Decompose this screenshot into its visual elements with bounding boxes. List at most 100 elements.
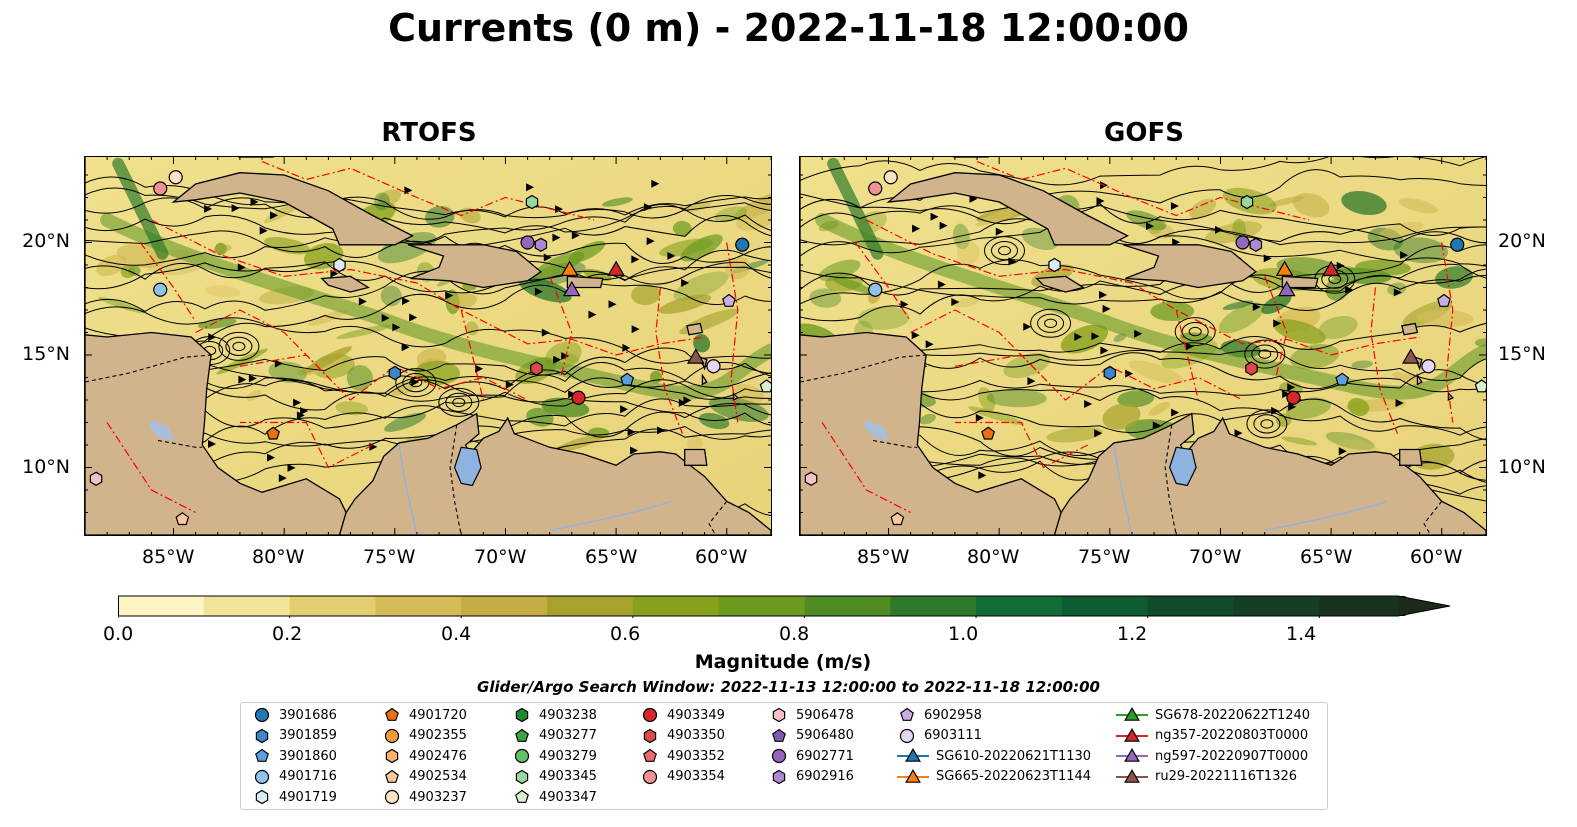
- gofs-lake-nicaragua: [864, 420, 889, 441]
- legend-item: 6902771: [768, 747, 854, 765]
- rtofs-marker-6902916: [534, 237, 548, 252]
- gofs-land-hispaniola: [1122, 244, 1257, 289]
- colorbar-segment-7: [718, 596, 805, 616]
- legend-marker: [515, 728, 529, 742]
- rtofs-marker-ng357-20220803T0000: [607, 260, 625, 276]
- legend-symbol-icon: [772, 707, 786, 723]
- gofs-land-puertorico: [1281, 275, 1319, 289]
- legend-item: 3901859: [251, 727, 337, 745]
- lat-label-15n-right: 15°N: [1498, 343, 1546, 365]
- cbar-tick-5: 1.0: [948, 623, 979, 645]
- gofs-marker-ng597-20220907T0000: [1277, 280, 1296, 297]
- cbar-tick-7: 1.4: [1286, 623, 1317, 645]
- rtofs-land-cuba: [171, 172, 414, 246]
- gofs-borders: [800, 354, 1443, 535]
- gofs-marker-6902958: [1437, 293, 1451, 307]
- legend-marker: [772, 728, 786, 742]
- legend-marker: [385, 707, 399, 721]
- legend-symbol-icon: [1116, 706, 1148, 721]
- rtofs-marker-4901719: [333, 257, 346, 273]
- rtofs-platform-markers: [89, 170, 771, 526]
- rtofs-marker-SG665-20220623T1144: [560, 260, 579, 276]
- legend-symbol-icon: [385, 707, 399, 721]
- rtofs-river: [398, 444, 418, 535]
- legend-marker: [1124, 747, 1140, 762]
- legend-symbol-icon: [772, 728, 786, 742]
- colorbar-segment-3: [375, 596, 462, 616]
- legend-symbol-icon: [897, 747, 929, 762]
- lon-label-rtofs-75w: 75°W: [363, 546, 416, 568]
- legend-symbol-icon: [384, 728, 400, 743]
- rtofs-marker-4903349: [571, 390, 586, 405]
- legend-label: 6902958: [924, 707, 982, 723]
- legend-item: 4903349: [639, 706, 725, 724]
- gofs-marker-4901716: [868, 282, 883, 297]
- legend-item: SG678-20220622T1240: [1115, 706, 1310, 724]
- legend-marker: [255, 789, 269, 805]
- gofs-eez-boundaries: [821, 160, 1454, 514]
- legend-label: 3901686: [279, 707, 337, 723]
- legend-label: 5906480: [796, 728, 854, 743]
- legend-marker: [515, 789, 529, 803]
- legend-symbol-icon: [384, 789, 400, 805]
- rtofs-marker-3901860: [620, 372, 635, 386]
- colorbar-segment-0: [118, 596, 205, 616]
- rtofs-marker-6902771: [520, 235, 535, 250]
- legend-symbol-icon: [643, 748, 657, 762]
- lat-label-10n-left: 10°N: [22, 456, 70, 478]
- legend-label: 6902916: [796, 769, 854, 784]
- legend-symbol-icon: [771, 748, 787, 764]
- legend-symbol-icon: [1116, 727, 1148, 742]
- legend-marker: [385, 748, 399, 764]
- gofs-frame-ticks: [800, 157, 1486, 535]
- gofs-marker-4903347: [1474, 379, 1486, 393]
- colorbar-segment-4: [461, 596, 548, 616]
- lon-label-gofs-85w: 85°W: [857, 546, 910, 568]
- legend-item: 4903238: [511, 706, 597, 724]
- legend-symbol-icon: [515, 769, 529, 784]
- rtofs-land-trinidad: [684, 448, 708, 466]
- legend-label: 4901720: [409, 707, 467, 723]
- rtofs-eez-boundaries: [106, 160, 739, 514]
- gofs-marker-4901720: [981, 426, 996, 440]
- lon-label-rtofs-70w: 70°W: [474, 546, 527, 568]
- gofs-lake-maracaibo: [1168, 446, 1197, 487]
- legend-marker: [643, 748, 657, 762]
- legend-marker: [1124, 768, 1140, 783]
- legend-label: 4903349: [667, 707, 725, 723]
- legend-marker: [1124, 727, 1140, 742]
- legend-item: 5906480: [768, 727, 854, 745]
- legend-label: SG678-20220622T1240: [1155, 707, 1311, 723]
- legend-symbol-icon: [254, 769, 270, 784]
- rtofs-marker-4903347: [759, 379, 771, 393]
- legend-symbol-icon: [514, 748, 530, 764]
- legend: 3901686 3901859 3901860 4901716 4901719 49017…: [240, 702, 1328, 810]
- rtofs-marker-4903237: [168, 170, 183, 185]
- lat-label-20n-left: 20°N: [22, 230, 70, 252]
- legend-label: 4903352: [667, 748, 725, 764]
- legend-marker: [255, 748, 269, 762]
- cbar-tick-3: 0.6: [610, 623, 641, 645]
- gofs-marker-3901859: [1103, 365, 1116, 381]
- legend-marker: [385, 769, 399, 783]
- legend-symbol-icon: [1116, 747, 1148, 762]
- legend-label: 4903345: [539, 769, 597, 784]
- gofs-river-orinoco: [1264, 500, 1387, 532]
- rtofs-borders: [85, 354, 728, 535]
- rtofs-lake-maracaibo: [453, 446, 482, 487]
- legend-symbol-icon: [254, 707, 270, 723]
- legend-marker: [899, 728, 915, 743]
- cbar-tick-6: 1.2: [1117, 623, 1148, 645]
- colorbar-segment-12: [1147, 596, 1234, 616]
- legend-item: 4902355: [381, 727, 467, 745]
- rtofs-land-lesser3: [701, 373, 708, 386]
- colorbar-segment-14: [1319, 596, 1406, 616]
- legend-label: 5906478: [796, 707, 854, 723]
- rtofs-frame-ticks: [85, 157, 771, 535]
- gofs-map[interactable]: [799, 156, 1487, 536]
- gofs-marker-4903350: [1245, 361, 1258, 376]
- legend-item: 4902476: [381, 747, 467, 765]
- legend-marker: [772, 707, 786, 723]
- rtofs-map[interactable]: [84, 156, 772, 536]
- legend-marker: [1124, 706, 1140, 721]
